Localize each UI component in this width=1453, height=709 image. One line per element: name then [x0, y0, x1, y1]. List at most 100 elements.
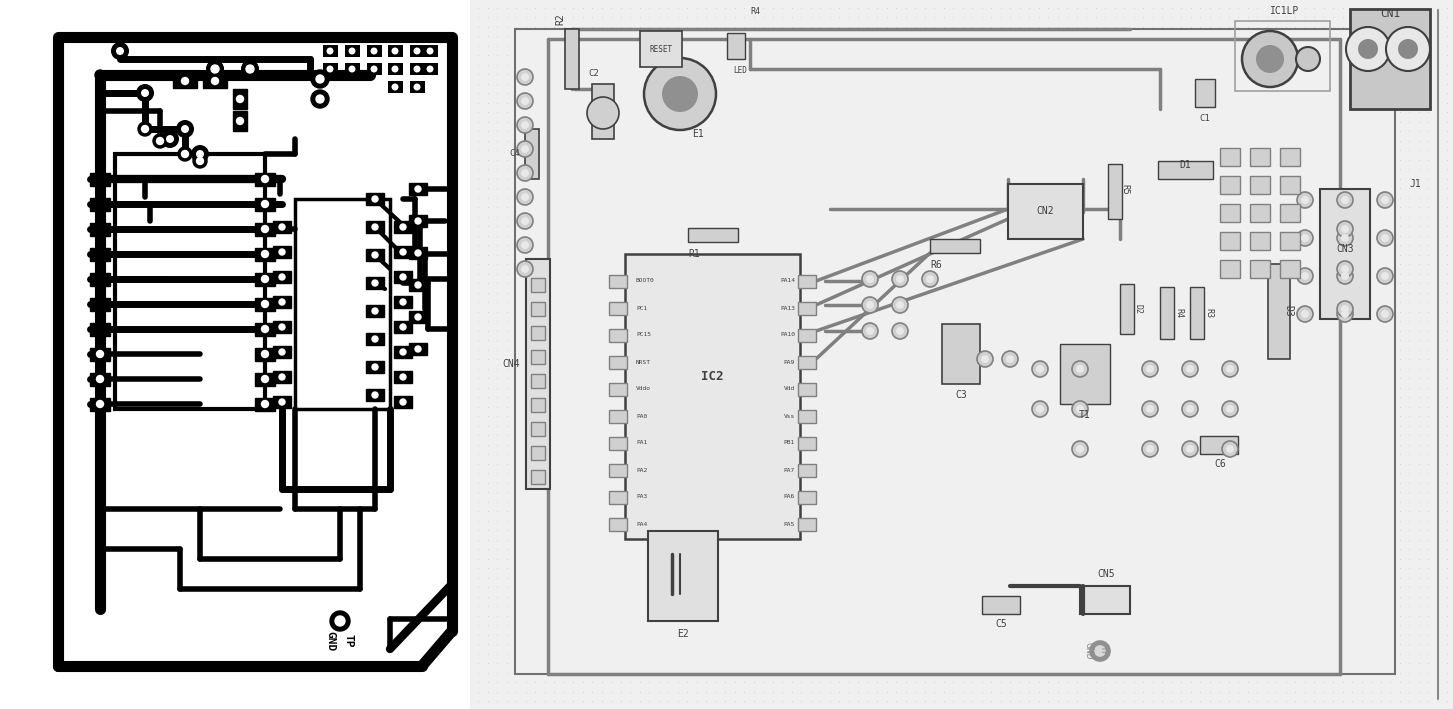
Bar: [273, 346, 291, 358]
Circle shape: [1005, 355, 1014, 363]
Bar: [394, 346, 413, 358]
Circle shape: [414, 48, 420, 55]
Bar: [90, 323, 110, 335]
Text: CN3: CN3: [1337, 244, 1354, 254]
Circle shape: [1226, 365, 1234, 373]
Circle shape: [1398, 39, 1418, 59]
Circle shape: [1226, 445, 1234, 453]
Text: D2: D2: [1133, 304, 1144, 314]
Circle shape: [391, 48, 398, 55]
Circle shape: [161, 130, 179, 148]
Bar: [90, 372, 110, 386]
Circle shape: [1077, 445, 1084, 453]
Bar: [254, 247, 275, 260]
Circle shape: [279, 324, 285, 330]
Circle shape: [1337, 261, 1353, 277]
Circle shape: [517, 189, 533, 205]
Text: PA2: PA2: [636, 467, 647, 472]
Bar: [1280, 176, 1300, 194]
Circle shape: [182, 150, 189, 157]
Circle shape: [279, 274, 285, 280]
Circle shape: [372, 224, 378, 230]
Bar: [1221, 148, 1239, 166]
Circle shape: [1341, 272, 1348, 280]
Circle shape: [96, 276, 103, 282]
Text: TP: TP: [343, 635, 353, 648]
Circle shape: [279, 249, 285, 255]
Circle shape: [1072, 361, 1088, 377]
Bar: [366, 305, 384, 317]
Bar: [408, 343, 427, 355]
Bar: [344, 45, 359, 57]
Circle shape: [372, 336, 378, 342]
Circle shape: [1142, 401, 1158, 417]
Circle shape: [923, 271, 939, 287]
Circle shape: [141, 89, 150, 97]
Bar: [530, 470, 545, 484]
Bar: [1250, 232, 1270, 250]
Text: C5: C5: [995, 619, 1007, 629]
Circle shape: [279, 374, 285, 380]
Circle shape: [94, 299, 105, 309]
Circle shape: [427, 48, 433, 55]
Circle shape: [196, 157, 203, 164]
Circle shape: [1359, 39, 1377, 59]
Circle shape: [1142, 441, 1158, 457]
Circle shape: [1222, 401, 1238, 417]
Circle shape: [400, 399, 405, 405]
Circle shape: [391, 65, 398, 72]
Circle shape: [1186, 405, 1194, 413]
Bar: [1268, 264, 1290, 359]
Bar: [273, 321, 291, 333]
Circle shape: [211, 65, 219, 73]
Bar: [1250, 260, 1270, 278]
Bar: [273, 246, 291, 258]
Bar: [273, 271, 291, 283]
Circle shape: [110, 42, 129, 60]
Bar: [530, 302, 545, 316]
Bar: [526, 259, 551, 489]
Circle shape: [327, 48, 334, 55]
Circle shape: [1341, 234, 1348, 242]
Circle shape: [371, 48, 378, 55]
Bar: [1250, 148, 1270, 166]
Circle shape: [1341, 196, 1348, 204]
Bar: [1008, 184, 1082, 239]
Bar: [254, 198, 275, 211]
Bar: [1109, 164, 1122, 219]
Text: T1: T1: [1080, 410, 1091, 420]
Circle shape: [644, 58, 716, 130]
Circle shape: [94, 174, 105, 184]
Text: R2: R2: [555, 13, 565, 25]
Circle shape: [897, 327, 904, 335]
Circle shape: [517, 141, 533, 157]
Bar: [344, 63, 359, 75]
Text: CN1: CN1: [1380, 9, 1401, 19]
Bar: [410, 63, 424, 75]
Bar: [90, 198, 110, 211]
Bar: [90, 172, 110, 186]
Bar: [203, 74, 227, 88]
Bar: [254, 272, 275, 286]
Circle shape: [1032, 361, 1048, 377]
Circle shape: [892, 323, 908, 339]
Circle shape: [262, 325, 269, 333]
Bar: [273, 296, 291, 308]
Circle shape: [1032, 401, 1048, 417]
Bar: [90, 347, 110, 360]
Circle shape: [190, 145, 209, 163]
Bar: [726, 33, 745, 59]
Bar: [1159, 287, 1174, 339]
Bar: [648, 531, 718, 621]
Circle shape: [1072, 401, 1088, 417]
Circle shape: [138, 122, 153, 136]
Text: PA3: PA3: [636, 494, 647, 500]
Circle shape: [1181, 361, 1199, 377]
Circle shape: [1341, 225, 1348, 233]
Bar: [388, 81, 402, 93]
Circle shape: [522, 265, 529, 273]
Bar: [798, 328, 817, 342]
Circle shape: [1377, 192, 1393, 208]
Circle shape: [96, 225, 103, 233]
Circle shape: [400, 299, 405, 305]
